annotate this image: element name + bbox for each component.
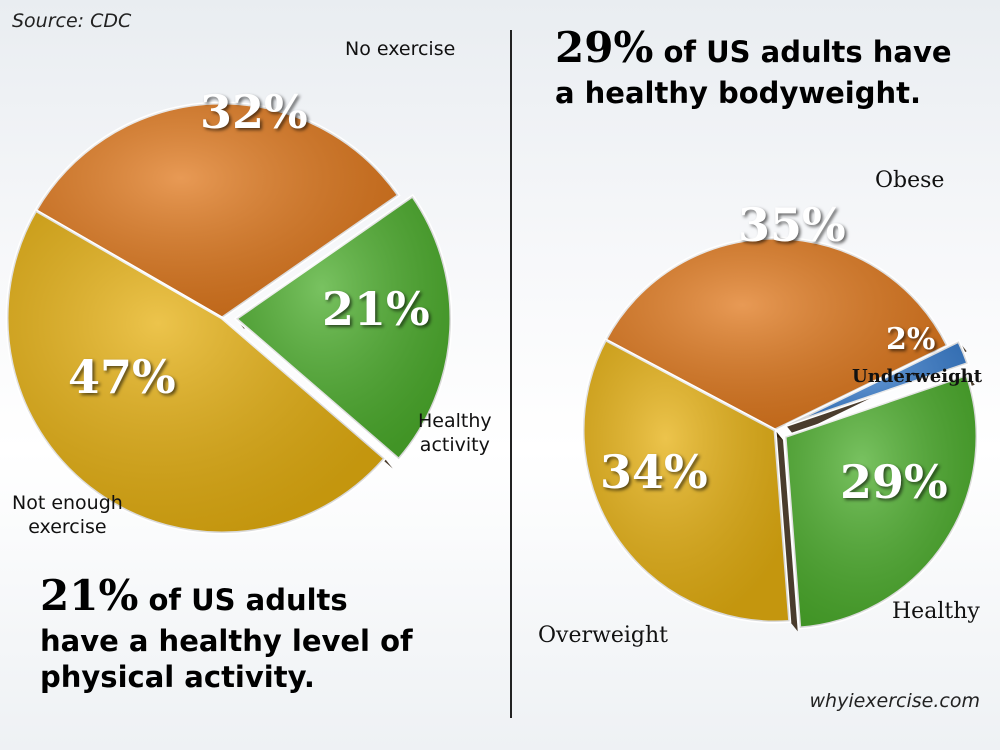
right-headline: 29% of US adults have a healthy bodyweig…	[555, 22, 952, 111]
slice-shading-obese	[605, 237, 948, 430]
pct-underweight: 2%	[886, 322, 936, 357]
label-not-enough-1: Not enough	[12, 492, 123, 514]
label-healthy-activity-1: Healthy	[418, 410, 492, 432]
divider	[510, 30, 512, 718]
left-headline-l3: physical activity.	[40, 659, 315, 694]
label-healthy-activity-2: activity	[419, 433, 490, 456]
slice-shading-overweight	[583, 339, 790, 622]
pct-obese: 35%	[738, 198, 846, 252]
slice-shading-not-enough	[6, 210, 385, 533]
pct-overweight: 34%	[600, 445, 708, 499]
left-headline-l1: of US adults	[148, 583, 348, 617]
pct-healthy: 29%	[840, 455, 948, 509]
slice-shading-healthy	[235, 196, 451, 460]
right-headline-l1: of US adults have	[663, 35, 952, 69]
slice-edge-overweight	[775, 430, 798, 632]
source-label: Source: CDC	[12, 10, 132, 32]
pct-not-enough: 47%	[68, 350, 176, 404]
label-obese: Obese	[875, 168, 945, 193]
activity-pie	[5, 101, 453, 535]
label-not-enough-2: exercise	[28, 515, 107, 538]
label-overweight: Overweight	[538, 623, 668, 648]
slice-shading-healthy	[785, 374, 978, 629]
pct-healthy-activity: 21%	[322, 282, 430, 336]
pct-no-exercise: 32%	[200, 85, 308, 139]
right-headline-pct: 29%	[555, 23, 654, 72]
right-headline-l2: a healthy bodyweight.	[555, 75, 922, 110]
left-headline-pct: 21%	[40, 571, 139, 620]
label-no-exercise: No exercise	[345, 38, 456, 60]
website-label: whyiexercise.com	[809, 690, 980, 712]
bodyweight-pie	[581, 236, 979, 632]
label-healthy: Healthy	[892, 599, 980, 624]
label-underweight: Underweight	[852, 366, 983, 387]
left-headline-l2: have a healthy level of	[40, 623, 413, 658]
left-headline: 21% of US adults have a healthy level of…	[40, 570, 413, 695]
slice-shading-no-exercise	[35, 102, 399, 318]
slice-shading-underweight	[786, 341, 968, 426]
